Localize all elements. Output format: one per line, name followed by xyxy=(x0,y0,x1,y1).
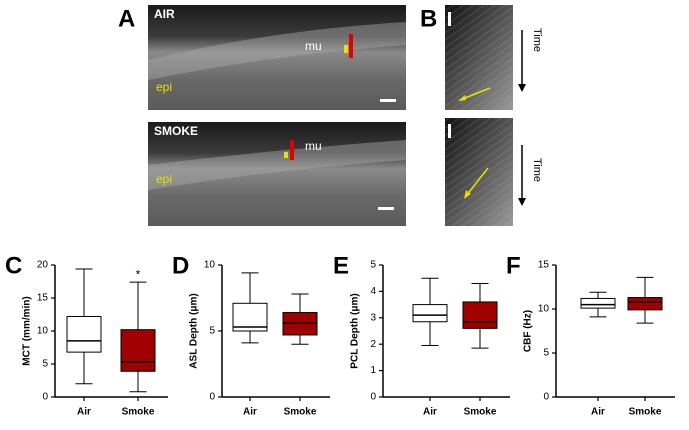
y-tick-label: 0 xyxy=(209,392,215,403)
box xyxy=(412,304,448,323)
panel-letter: C xyxy=(5,252,22,279)
image-label: mu xyxy=(305,39,322,53)
panel-letter: D xyxy=(172,252,189,279)
y-tick-label: 0 xyxy=(42,392,48,403)
y-axis-label: MCT (mm/min) xyxy=(22,296,33,365)
kymograph-air xyxy=(445,5,513,110)
time-label: Time xyxy=(531,28,543,52)
y-tick-label: 5 xyxy=(209,326,215,337)
y-tick-label: 4 xyxy=(370,286,376,297)
box xyxy=(627,297,663,311)
box xyxy=(66,315,102,353)
image-smoke xyxy=(148,122,406,226)
image-air xyxy=(148,5,406,110)
x-tick-label: Air xyxy=(423,407,437,418)
image-label: AIR xyxy=(154,7,175,21)
y-tick-label: 10 xyxy=(37,326,49,337)
panel-letter: A xyxy=(118,5,135,32)
y-tick-label: 5 xyxy=(42,359,48,370)
y-tick-label: 15 xyxy=(538,260,550,271)
x-tick-label: Air xyxy=(77,407,91,418)
y-tick-label: 5 xyxy=(370,260,376,271)
box xyxy=(580,297,616,309)
time-label: Time xyxy=(531,158,543,182)
time-arrow xyxy=(518,30,526,206)
y-tick-label: 15 xyxy=(37,293,49,304)
x-tick-label: Air xyxy=(243,407,257,418)
image-label: epi xyxy=(156,172,172,186)
y-tick-label: 5 xyxy=(543,348,549,359)
y-tick-label: 0 xyxy=(543,392,549,403)
y-axis-label: CBF (Hz) xyxy=(523,310,534,352)
image-label: SMOKE xyxy=(154,124,198,138)
y-axis-label: PCL Depth (μm) xyxy=(350,293,361,368)
x-tick-label: Smoke xyxy=(122,407,155,418)
y-tick-label: 10 xyxy=(538,304,550,315)
panel-letter: F xyxy=(506,252,521,279)
x-tick-label: Air xyxy=(591,407,605,418)
panel-letter: B xyxy=(420,5,437,32)
box xyxy=(120,329,156,372)
image-label: mu xyxy=(305,139,322,153)
panel-letter: E xyxy=(333,252,349,279)
box xyxy=(462,301,498,329)
x-tick-label: Smoke xyxy=(464,407,497,418)
y-axis-label: ASL Depth (μm) xyxy=(189,293,200,368)
y-tick-label: 0 xyxy=(370,392,376,403)
image-label: epi xyxy=(156,80,172,94)
x-tick-label: Smoke xyxy=(629,407,662,418)
y-tick-label: 10 xyxy=(204,260,216,271)
kymograph-smoke xyxy=(445,118,513,226)
y-tick-label: 3 xyxy=(370,312,376,323)
annotation: * xyxy=(136,267,141,281)
x-tick-label: Smoke xyxy=(284,407,317,418)
y-tick-label: 20 xyxy=(37,260,49,271)
y-tick-label: 2 xyxy=(370,339,376,350)
y-tick-label: 1 xyxy=(370,365,376,376)
